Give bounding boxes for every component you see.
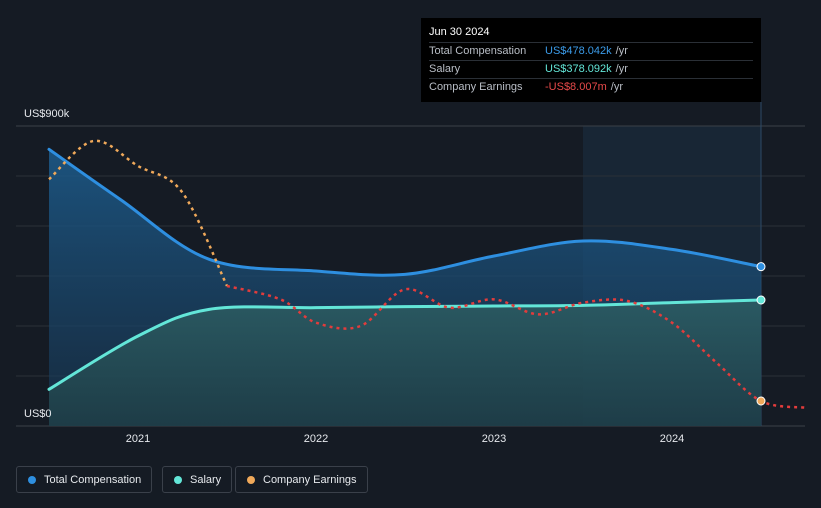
tooltip-label: Salary bbox=[429, 63, 461, 75]
y-axis-bottom-label: US$0 bbox=[24, 408, 52, 420]
company-earnings-line-upper bbox=[48, 139, 229, 287]
legend-label: Total Compensation bbox=[44, 473, 142, 486]
legend-dot-icon bbox=[174, 475, 182, 484]
company-earnings-marker bbox=[756, 396, 766, 406]
x-tick-label: 2022 bbox=[303, 433, 329, 445]
total-compensation-marker bbox=[756, 262, 766, 272]
salary-area bbox=[49, 300, 761, 426]
tooltip-row-salary: Salary US$378.092k /yr bbox=[429, 60, 753, 78]
legend-company-earnings[interactable]: Company Earnings bbox=[235, 466, 368, 493]
tooltip-unit: /yr bbox=[615, 63, 628, 75]
legend-dot-icon bbox=[28, 475, 36, 484]
tooltip-row-company-earnings: Company Earnings -US$8.007m /yr bbox=[429, 78, 753, 96]
tooltip-unit: /yr bbox=[615, 45, 628, 57]
total-compensation-line bbox=[47, 147, 763, 277]
tooltip-value: US$478.042k bbox=[545, 45, 612, 57]
tooltip-unit: /yr bbox=[610, 81, 623, 93]
tooltip-row-total-compensation: Total Compensation US$478.042k /yr bbox=[429, 42, 753, 60]
y-axis-top-label: US$900k bbox=[24, 108, 70, 120]
legend-dot-icon bbox=[247, 475, 255, 484]
legend-salary[interactable]: Salary bbox=[162, 466, 233, 493]
tooltip-date: Jun 30 2024 bbox=[429, 26, 490, 38]
x-tick-label: 2021 bbox=[125, 433, 151, 445]
legend-total-compensation[interactable]: Total Compensation bbox=[16, 466, 153, 493]
salary-marker bbox=[756, 295, 766, 305]
salary-line bbox=[47, 298, 763, 391]
tooltip-value: US$378.092k bbox=[545, 63, 612, 75]
legend-label: Salary bbox=[190, 473, 222, 486]
tooltip-value: -US$8.007m bbox=[545, 81, 607, 93]
tooltip: Jun 30 2024 Total Compensation US$478.04… bbox=[421, 18, 761, 102]
tooltip-label: Total Compensation bbox=[429, 45, 527, 57]
x-tick-label: 2024 bbox=[659, 433, 685, 445]
x-tick-label: 2023 bbox=[481, 433, 507, 445]
tooltip-label: Company Earnings bbox=[429, 81, 523, 93]
legend-label: Company Earnings bbox=[263, 473, 357, 486]
